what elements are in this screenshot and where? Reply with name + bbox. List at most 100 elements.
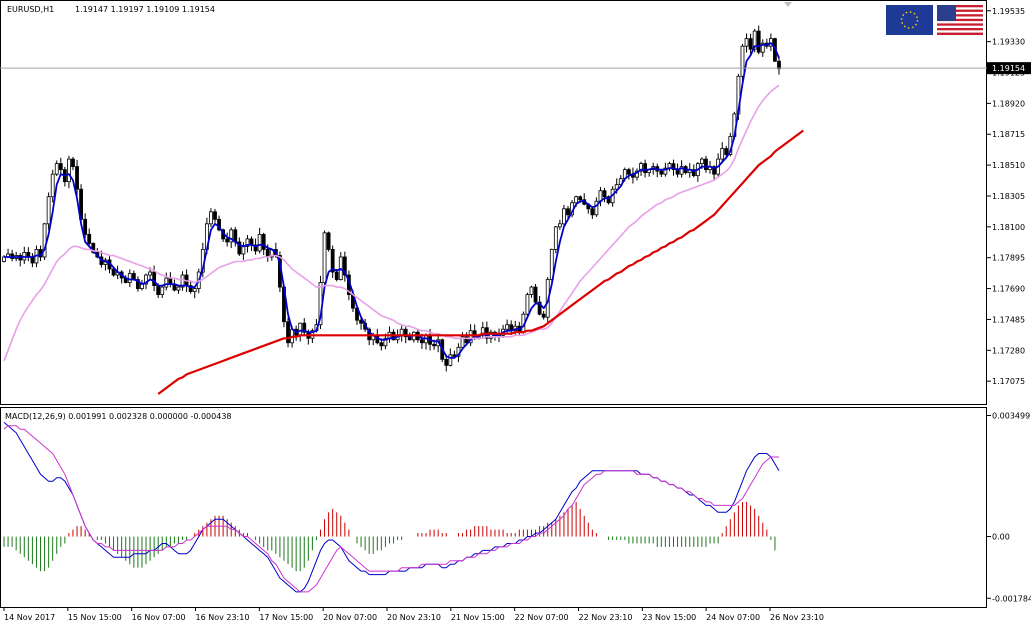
candle-body[interactable] — [342, 256, 347, 276]
time-tick-label: 22 Nov 07:00 — [515, 613, 569, 622]
candle-body[interactable] — [54, 163, 59, 175]
candle-body[interactable] — [298, 322, 303, 336]
candle-body[interactable] — [760, 42, 765, 53]
candle-body[interactable] — [403, 328, 408, 338]
candle-body[interactable] — [752, 30, 757, 50]
candle-body[interactable] — [330, 249, 335, 273]
candle-body[interactable] — [590, 208, 595, 216]
candle-body[interactable] — [168, 277, 173, 285]
candle-body[interactable] — [67, 158, 71, 183]
candle-body[interactable] — [635, 170, 639, 178]
candle-body[interactable] — [432, 343, 437, 347]
candle-body[interactable] — [71, 158, 75, 168]
candle-body[interactable] — [537, 301, 542, 315]
candle-body[interactable] — [700, 158, 704, 165]
candle-body[interactable] — [334, 271, 339, 280]
time-tick-label: 24 Nov 07:00 — [706, 613, 760, 622]
candle-body[interactable] — [164, 277, 169, 288]
candle-body[interactable] — [529, 286, 534, 296]
candle-body[interactable] — [176, 286, 181, 291]
candle-body[interactable] — [245, 238, 250, 247]
candle-body[interactable] — [420, 339, 424, 344]
candle-body[interactable] — [241, 246, 246, 255]
candle-body[interactable] — [505, 324, 510, 330]
candle-body[interactable] — [452, 354, 457, 357]
candle-body[interactable] — [192, 288, 197, 292]
candle-body[interactable] — [148, 271, 152, 276]
candle-body[interactable] — [83, 218, 88, 235]
candle-body[interactable] — [257, 233, 262, 252]
candle-body[interactable] — [225, 238, 230, 243]
candle-body[interactable] — [444, 358, 449, 366]
candle-body[interactable] — [659, 170, 664, 175]
candle-body[interactable] — [602, 190, 607, 198]
candle-body[interactable] — [724, 148, 729, 155]
candle-body[interactable] — [383, 337, 388, 347]
candle-body[interactable] — [574, 196, 579, 204]
candle-body[interactable] — [525, 294, 530, 315]
candle-body[interactable] — [562, 208, 566, 225]
candle-body[interactable] — [464, 336, 469, 344]
candle-body[interactable] — [302, 322, 307, 333]
ma-fast-line — [4, 42, 780, 359]
candle-body[interactable] — [144, 274, 148, 285]
candle-body[interactable] — [578, 196, 583, 201]
candle-body[interactable] — [152, 271, 157, 286]
candle-body[interactable] — [704, 158, 708, 171]
candle-body[interactable] — [744, 38, 749, 47]
candle-body[interactable] — [756, 30, 761, 53]
candle-body[interactable] — [460, 336, 465, 348]
candle-body[interactable] — [639, 163, 643, 172]
candle-body[interactable] — [643, 163, 647, 174]
candle-body[interactable] — [777, 60, 781, 70]
candle-body[interactable] — [322, 232, 327, 283]
candle-body[interactable] — [740, 45, 745, 77]
candle-body[interactable] — [541, 313, 546, 318]
candle-body[interactable] — [87, 233, 92, 244]
candle-body[interactable] — [127, 273, 132, 283]
candle-body[interactable] — [136, 279, 140, 289]
candle-body[interactable] — [448, 354, 453, 366]
candle-body[interactable] — [75, 166, 79, 190]
candle-body[interactable] — [188, 285, 193, 292]
candle-body[interactable] — [379, 342, 384, 347]
candle-body[interactable] — [213, 211, 217, 220]
candle-body[interactable] — [480, 327, 485, 336]
candle-body[interactable] — [606, 196, 611, 204]
candle-body[interactable] — [156, 285, 161, 296]
candle-body[interactable] — [286, 321, 290, 344]
candle-body[interactable] — [663, 167, 668, 175]
macd-pane-frame — [0, 407, 987, 608]
candle-body[interactable] — [748, 38, 753, 50]
price-tick-label: 1.18920 — [992, 99, 1025, 108]
candle-body[interactable] — [261, 233, 266, 250]
shift-marker-icon[interactable] — [784, 2, 792, 7]
candle-body[interactable] — [253, 244, 258, 252]
candle-body[interactable] — [720, 148, 725, 160]
macd-tick-label: 0.003499 — [992, 411, 1030, 420]
candle-body[interactable] — [209, 211, 213, 225]
candle-body[interactable] — [533, 286, 538, 303]
candle-body[interactable] — [50, 173, 55, 198]
candle-body[interactable] — [58, 163, 63, 171]
candle-body[interactable] — [594, 200, 599, 216]
candle-body[interactable] — [229, 229, 234, 243]
macd-series-layer — [3, 422, 780, 593]
candle-body[interactable] — [614, 184, 619, 190]
candle-body[interactable] — [180, 274, 185, 288]
candle-body[interactable] — [468, 330, 473, 344]
candle-body[interactable] — [46, 196, 51, 225]
candle-body[interactable] — [237, 241, 242, 255]
candle-body[interactable] — [712, 166, 716, 175]
candle-body[interactable] — [160, 286, 165, 296]
candle-body[interactable] — [111, 268, 116, 276]
candle-body[interactable] — [566, 208, 570, 216]
candle-body[interactable] — [691, 169, 696, 177]
candle-body[interactable] — [626, 169, 631, 175]
candle-body[interactable] — [553, 226, 558, 250]
candle-body[interactable] — [557, 223, 562, 228]
candle-body[interactable] — [671, 163, 676, 171]
candle-body[interactable] — [326, 232, 331, 250]
candle-body[interactable] — [679, 166, 684, 175]
